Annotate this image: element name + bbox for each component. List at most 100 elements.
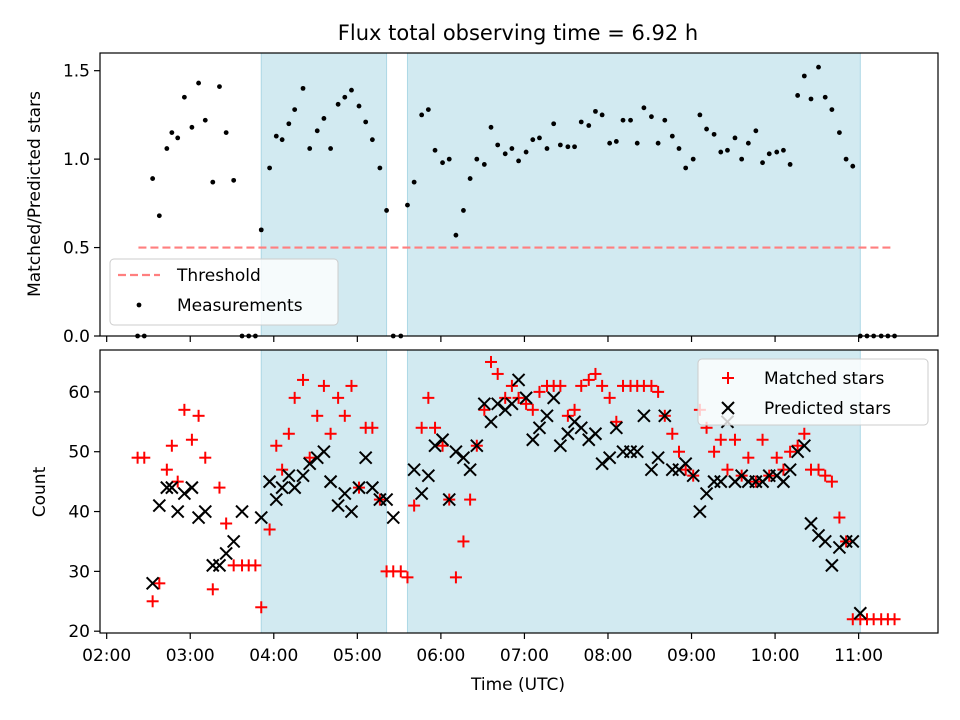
matched-star-point — [366, 421, 379, 434]
measurement-point — [732, 135, 738, 141]
predicted-star-stroke — [287, 480, 302, 495]
bottom-legend: Matched stars Predicted stars — [697, 358, 929, 426]
predicted-star-stroke — [811, 528, 826, 543]
matched-star-point — [449, 571, 462, 584]
predicted-star-point — [145, 576, 160, 591]
predicted-star-stroke — [226, 534, 241, 549]
bottom-axes-frame — [99, 349, 939, 634]
predicted-star-point — [595, 456, 609, 471]
predicted-star-point — [358, 450, 373, 465]
matched-star-point — [345, 379, 358, 392]
predicted-star-stroke — [853, 606, 868, 620]
measurement-point — [787, 162, 793, 167]
bottom-y-axis-label: Count — [30, 466, 50, 517]
measurement-point — [481, 162, 487, 167]
matched-star-point — [338, 409, 351, 422]
top-axes-frame — [99, 52, 939, 337]
measurement-point — [850, 163, 856, 169]
legend-matched-swatch — [722, 372, 734, 384]
measurement-point — [760, 160, 765, 166]
measurement-point — [273, 133, 279, 139]
predicted-star-point — [456, 450, 471, 465]
predicted-star-point — [630, 445, 644, 459]
predicted-star-stroke — [421, 468, 436, 483]
measurement-point — [753, 128, 759, 134]
matched-star-point — [478, 403, 491, 416]
predicted-star-stroke — [511, 373, 526, 387]
predicted-star-stroke — [818, 534, 832, 549]
x-tick-label: 04:00 — [249, 646, 298, 666]
predicted-star-point — [344, 504, 359, 519]
matched-star-point — [596, 379, 609, 392]
measurement-point — [474, 156, 480, 162]
matched-star-point — [401, 571, 414, 584]
measurement-point — [816, 64, 821, 70]
top-shaded-intervals — [260, 53, 861, 336]
predicted-star-stroke — [561, 427, 575, 441]
predicted-star-stroke — [574, 421, 588, 435]
measurement-point — [781, 147, 786, 153]
predicted-star-stroke — [185, 480, 199, 495]
bottom-panel: 20 30 40 50 60 02:00 03:00 04:00 05:00 06:00 07:0… — [30, 349, 939, 695]
predicted-star-point — [379, 492, 394, 507]
measurement-point — [620, 117, 626, 123]
predicted-star-stroke — [442, 492, 456, 507]
predicted-star-stroke — [282, 468, 296, 483]
predicted-star-point — [338, 486, 352, 501]
predicted-star-stroke — [505, 397, 519, 411]
predicted-star-point — [170, 504, 185, 519]
matched-star-point — [165, 439, 178, 452]
matched-star-point — [791, 439, 804, 452]
predicted-star-stroke — [651, 450, 665, 465]
predicted-star-point — [198, 504, 212, 519]
matched-star-point — [672, 445, 685, 458]
matched-star-point — [464, 493, 477, 506]
matched-star-point — [485, 355, 498, 368]
predicted-star-point — [783, 462, 797, 477]
y-tick-label: 0.0 — [63, 327, 90, 347]
matched-star-point — [213, 481, 226, 494]
predicted-star-stroke — [338, 486, 352, 501]
predicted-star-point — [699, 486, 714, 501]
x-tick-label: 06:00 — [416, 646, 465, 666]
predicted-star-stroke — [407, 462, 421, 477]
matched-star-point — [812, 463, 825, 476]
predicted-star-point — [818, 534, 832, 549]
measurement-point — [690, 156, 696, 162]
measurement-point — [307, 146, 313, 151]
measurement-point — [300, 85, 306, 91]
matched-star-point — [146, 595, 159, 608]
matched-star-point — [206, 583, 219, 596]
top-legend-box — [109, 258, 339, 326]
measurement-point — [795, 93, 801, 98]
predicted-star-stroke — [804, 516, 818, 531]
predicted-star-point — [490, 397, 505, 411]
predicted-star-stroke — [783, 462, 797, 477]
measurement-point — [356, 103, 362, 109]
matched-star-point — [582, 373, 595, 386]
predicted-star-stroke — [352, 480, 366, 495]
predicted-star-point — [714, 474, 728, 489]
y-tick-label: 20 — [68, 622, 90, 642]
predicted-star-stroke — [477, 397, 492, 411]
measurement-point — [314, 128, 320, 134]
predicted-star-point — [574, 421, 588, 435]
predicted-star-point — [177, 486, 192, 501]
measurement-point — [223, 130, 229, 135]
matched-star-point — [499, 391, 512, 404]
top-y-ticks: 0.0 0.5 1.0 1.5 — [63, 62, 100, 347]
matched-star-point — [721, 463, 734, 476]
measurement-point — [641, 105, 647, 111]
matched-star-point — [652, 385, 665, 398]
measurement-point — [557, 142, 563, 148]
predicted-star-point — [303, 456, 317, 471]
matched-star-point — [512, 391, 525, 404]
matched-star-point — [666, 427, 679, 440]
matched-star-point — [554, 379, 567, 392]
measurement-point — [467, 176, 473, 181]
predicted-star-point — [296, 468, 310, 483]
measurement-point — [530, 137, 536, 143]
predicted-star-stroke — [825, 558, 839, 573]
predicted-star-stroke — [797, 439, 812, 453]
matched-star-point — [457, 535, 470, 548]
